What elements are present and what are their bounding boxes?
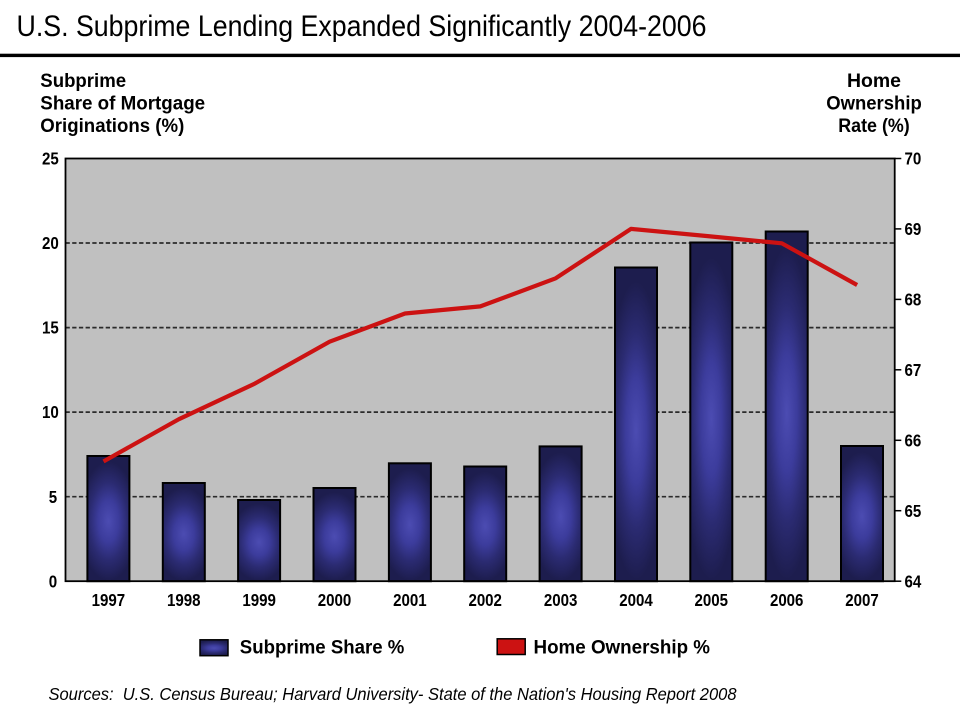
svg-text:25: 25 xyxy=(42,149,59,169)
svg-text:2003: 2003 xyxy=(544,590,578,610)
svg-text:5: 5 xyxy=(49,487,57,507)
svg-text:2007: 2007 xyxy=(845,590,879,610)
svg-text:64: 64 xyxy=(905,571,922,591)
svg-text:69: 69 xyxy=(905,219,922,239)
svg-text:20: 20 xyxy=(42,233,59,253)
svg-text:Originations (%): Originations (%) xyxy=(40,115,184,137)
svg-text:1998: 1998 xyxy=(167,590,201,610)
svg-text:2006: 2006 xyxy=(770,590,804,610)
svg-text:Home Ownership %: Home Ownership % xyxy=(534,638,711,659)
svg-text:2004: 2004 xyxy=(619,590,653,610)
svg-text:1999: 1999 xyxy=(242,590,276,610)
svg-text:Subprime Share %: Subprime Share % xyxy=(240,638,405,659)
svg-text:10: 10 xyxy=(42,402,59,422)
svg-text:2001: 2001 xyxy=(393,590,427,610)
svg-text:Share of Mortgage: Share of Mortgage xyxy=(40,93,205,115)
svg-text:Sources: U.S. Census Bureau;: Sources: U.S. Census Bureau; Harvard Uni… xyxy=(49,684,737,704)
svg-text:65: 65 xyxy=(905,501,922,521)
svg-text:2005: 2005 xyxy=(695,590,729,610)
svg-text:1997: 1997 xyxy=(92,590,126,610)
svg-text:Subprime: Subprime xyxy=(40,70,126,92)
svg-text:2002: 2002 xyxy=(468,590,502,610)
svg-text:U.S. Subprime Lending Expanded: U.S. Subprime Lending Expanded Significa… xyxy=(17,10,707,43)
svg-text:Home: Home xyxy=(847,70,901,92)
svg-text:0: 0 xyxy=(49,571,57,591)
svg-text:15: 15 xyxy=(42,318,59,338)
svg-text:67: 67 xyxy=(905,360,922,380)
svg-text:68: 68 xyxy=(905,290,922,310)
svg-text:2000: 2000 xyxy=(318,590,352,610)
svg-text:Ownership: Ownership xyxy=(826,93,922,115)
svg-text:Rate (%): Rate (%) xyxy=(838,115,910,137)
svg-text:66: 66 xyxy=(905,430,922,450)
svg-text:70: 70 xyxy=(905,149,922,169)
